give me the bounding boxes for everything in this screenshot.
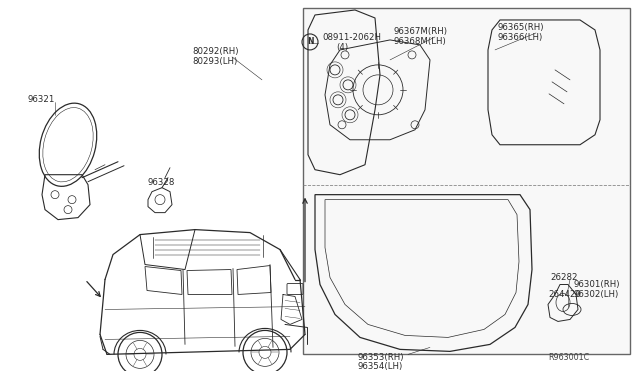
Text: 96368M(LH): 96368M(LH) [393, 38, 445, 46]
Text: (4): (4) [336, 44, 348, 52]
Text: R963001C: R963001C [548, 353, 589, 362]
Polygon shape [303, 8, 630, 355]
Text: 264420: 264420 [548, 290, 581, 299]
Text: 08911-2062H: 08911-2062H [322, 33, 381, 42]
Text: 96365(RH): 96365(RH) [498, 23, 545, 32]
Text: 80293(LH): 80293(LH) [192, 57, 237, 66]
Text: 80292(RH): 80292(RH) [192, 47, 239, 57]
Text: 96367M(RH): 96367M(RH) [393, 28, 447, 36]
Text: 96301(RH): 96301(RH) [574, 280, 621, 289]
Text: 96353(RH): 96353(RH) [358, 353, 404, 362]
Text: N: N [307, 38, 313, 46]
Text: 96328: 96328 [148, 178, 175, 187]
Text: 96321: 96321 [28, 95, 56, 104]
Text: 96366(LH): 96366(LH) [498, 33, 543, 42]
Text: 96354(LH): 96354(LH) [358, 362, 403, 371]
Text: 26282: 26282 [550, 273, 577, 282]
Text: 96302(LH): 96302(LH) [574, 290, 620, 299]
